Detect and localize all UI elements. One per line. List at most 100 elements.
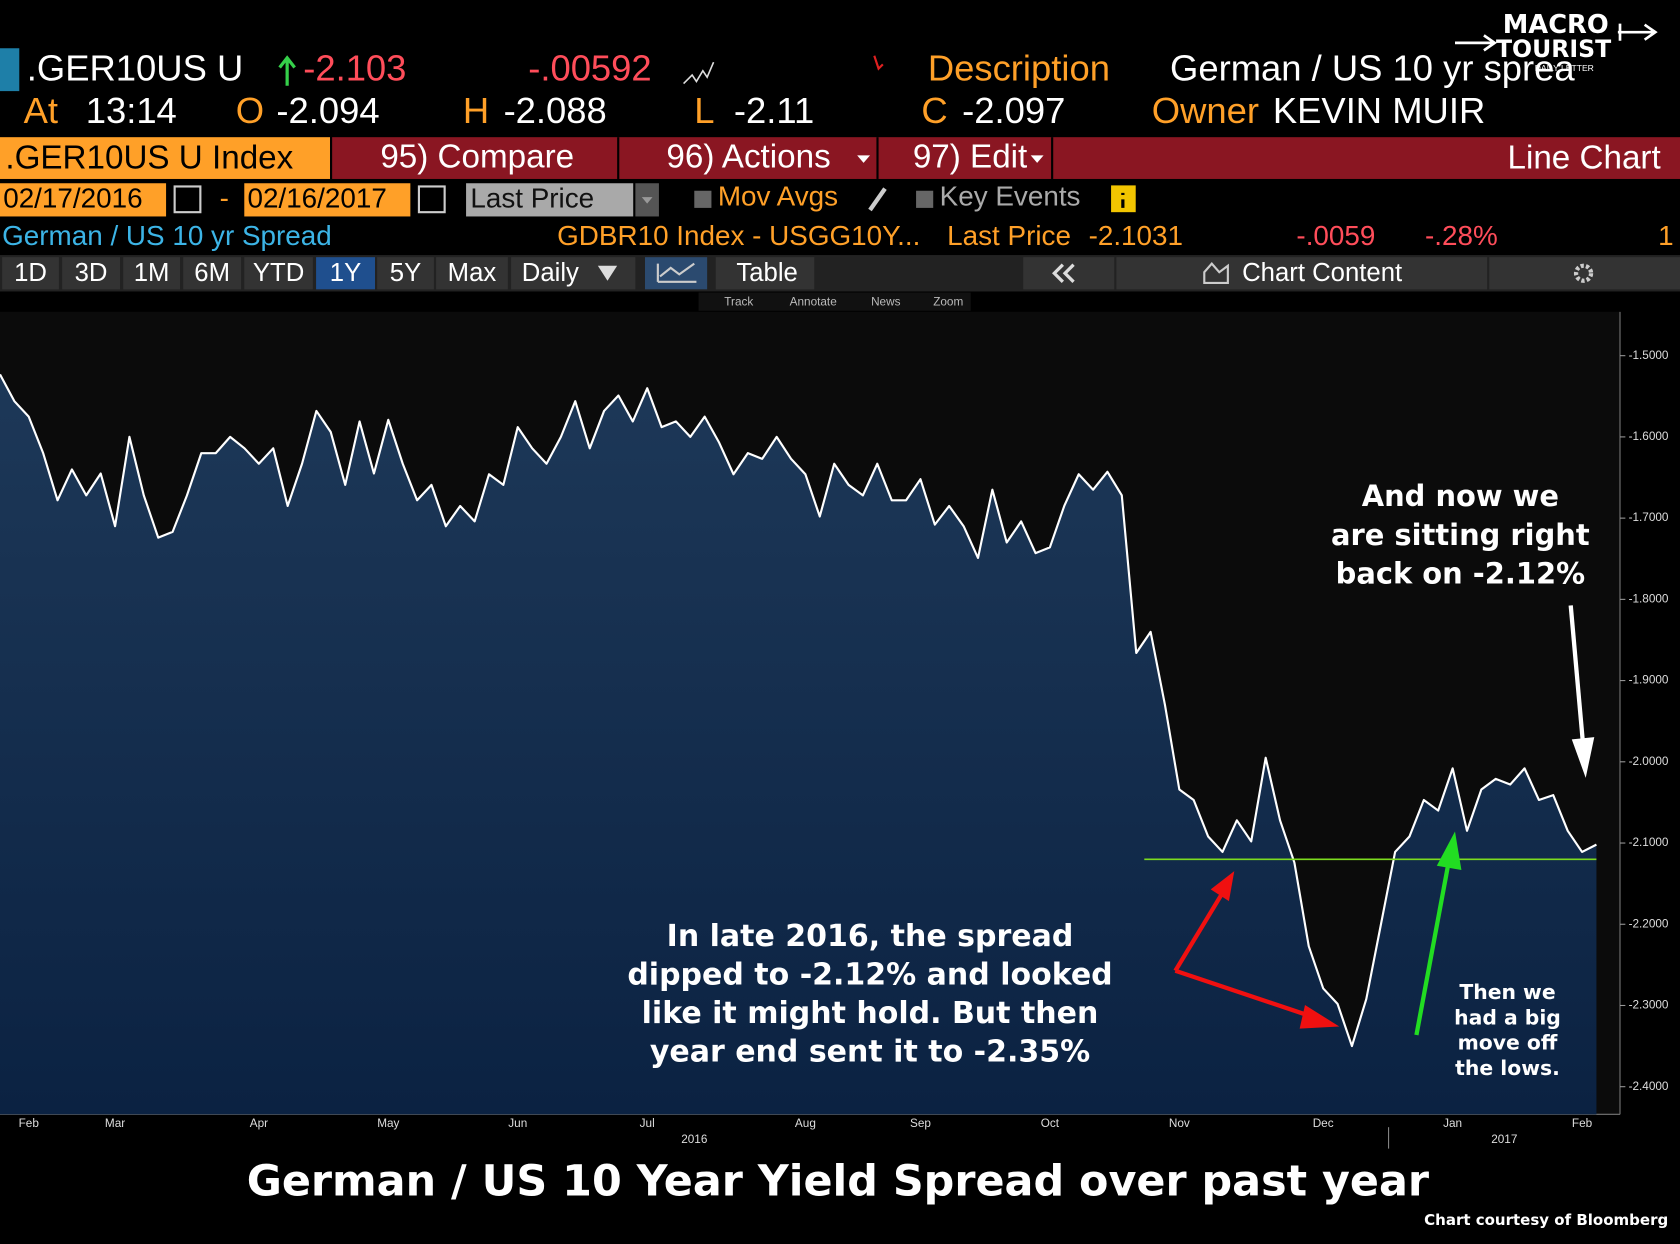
tick-icon	[873, 55, 884, 71]
annotation: year end sent it to -2.35%	[650, 1035, 1090, 1070]
header-field: C	[921, 90, 947, 131]
legend-field: German / US 10 yr Spread	[2, 220, 332, 251]
period-button[interactable]	[436, 257, 508, 290]
period-label: Max	[448, 259, 497, 287]
collapse-button[interactable]	[1023, 257, 1115, 290]
logo-arrows	[1455, 23, 1658, 52]
field-select[interactable]: Last Price	[470, 183, 594, 214]
y-tick-label: -2.1000	[1629, 836, 1669, 849]
arrow-head	[1210, 871, 1235, 902]
period-button[interactable]	[244, 257, 313, 290]
menu-bar[interactable]	[332, 137, 1680, 179]
header-field: -2.094	[276, 90, 379, 131]
period-label: YTD	[253, 259, 304, 287]
tool-label[interactable]: Annotate	[790, 295, 838, 308]
tools-bar	[698, 292, 971, 311]
period-label: 5Y	[390, 259, 421, 287]
dropdown-caret	[857, 155, 870, 163]
mov-avgs[interactable]: Mov Avgs	[718, 181, 838, 212]
period-button[interactable]	[183, 257, 242, 290]
end-date-box[interactable]	[244, 183, 411, 217]
x-tick-label: Feb	[19, 1117, 40, 1130]
chart-content-button[interactable]	[1116, 257, 1488, 290]
checkbox[interactable]	[916, 190, 934, 208]
period-label: 1D	[14, 259, 47, 287]
annotation: back on -2.12%	[1336, 556, 1585, 590]
logo-text: DAILY LETTER	[1535, 63, 1594, 73]
legend-field: Last Price	[947, 220, 1071, 251]
arrow-head	[1299, 1005, 1340, 1029]
freq-button[interactable]	[511, 257, 636, 290]
checkbox[interactable]	[694, 190, 712, 208]
x-tick-label: Dec	[1313, 1117, 1334, 1130]
tool-label[interactable]: Track	[724, 295, 753, 308]
y-tick-label: -2.3000	[1629, 999, 1669, 1012]
x-tick-label: May	[377, 1117, 399, 1130]
annotation: the lows.	[1455, 1056, 1560, 1080]
info-icon[interactable]	[1111, 185, 1136, 213]
legend-field: 1	[1658, 220, 1674, 251]
end-date[interactable]: 02/16/2017	[247, 183, 386, 214]
x-tick-label: Sep	[910, 1117, 931, 1130]
arrow	[1414, 862, 1451, 1036]
logo-band	[1497, 60, 1610, 76]
period-button[interactable]	[2, 257, 59, 290]
x-tick-label: Apr	[250, 1117, 268, 1130]
chart-icon	[656, 262, 697, 283]
legend-field: -.28%	[1425, 220, 1498, 251]
start-date[interactable]: 02/17/2016	[3, 183, 142, 214]
period-button[interactable]	[62, 257, 120, 290]
menu-item[interactable]: 97) Edit	[913, 138, 1027, 175]
y-tick-label: -2.0000	[1629, 755, 1669, 768]
y-tick-label: -2.4000	[1629, 1080, 1669, 1093]
header-field: Owner	[1152, 90, 1259, 131]
x-tick-label: Nov	[1169, 1117, 1190, 1130]
period-label: 3D	[75, 259, 108, 287]
x-tick-label: Oct	[1041, 1117, 1060, 1130]
freq-label: Daily	[522, 259, 579, 287]
x-tick-label: Aug	[795, 1117, 816, 1130]
period-button[interactable]	[377, 257, 434, 290]
gear-icon	[1573, 263, 1594, 283]
table-button[interactable]	[715, 257, 815, 290]
field-box[interactable]	[466, 183, 634, 217]
chart-title: German / US 10 Year Yield Spread over pa…	[247, 1156, 1429, 1206]
period-label: 1M	[134, 259, 170, 287]
index-box	[0, 137, 330, 179]
tool-label[interactable]: Zoom	[933, 295, 963, 308]
header-field: -2.103	[303, 47, 406, 88]
legend-field: -.0059	[1296, 220, 1375, 251]
annotation: are sitting right	[1331, 518, 1590, 552]
chart-button[interactable]	[645, 257, 708, 290]
arrow	[1173, 893, 1224, 972]
menu-item[interactable]: 96) Actions	[666, 138, 830, 175]
start-date-box[interactable]	[0, 183, 167, 217]
up-arrow	[278, 55, 296, 86]
logo-text: MACRO	[1503, 10, 1609, 40]
tool-label[interactable]: News	[871, 295, 901, 308]
period-button[interactable]	[316, 257, 375, 290]
annotation: And now we	[1362, 479, 1559, 513]
pencil-icon[interactable]	[868, 187, 887, 212]
arrow-head	[1436, 831, 1462, 871]
y-tick-label: -1.9000	[1629, 674, 1669, 687]
x-tick-label: Jun	[508, 1117, 527, 1130]
key-events[interactable]: Key Events	[940, 181, 1081, 212]
settings-button[interactable]	[1489, 257, 1680, 290]
period-button[interactable]	[123, 257, 180, 290]
calendar-icon[interactable]	[417, 185, 446, 214]
calendar-icon[interactable]	[173, 185, 202, 214]
annotation: dipped to -2.12% and looked	[627, 958, 1112, 993]
y-tick-label: -2.2000	[1629, 917, 1669, 930]
x-tick-label: Jan	[1443, 1117, 1462, 1130]
annotation: Then we	[1459, 980, 1555, 1004]
y-tick-label: -1.8000	[1629, 592, 1669, 605]
menu-item[interactable]: 95) Compare	[380, 138, 574, 175]
header-field: O	[236, 90, 264, 131]
header-field: German / US 10 yr sprea	[1170, 47, 1575, 88]
arrow	[1174, 968, 1314, 1019]
date-dash: -	[220, 183, 229, 214]
header-field: -2.11	[734, 90, 814, 131]
annotation: had a big	[1454, 1005, 1561, 1029]
